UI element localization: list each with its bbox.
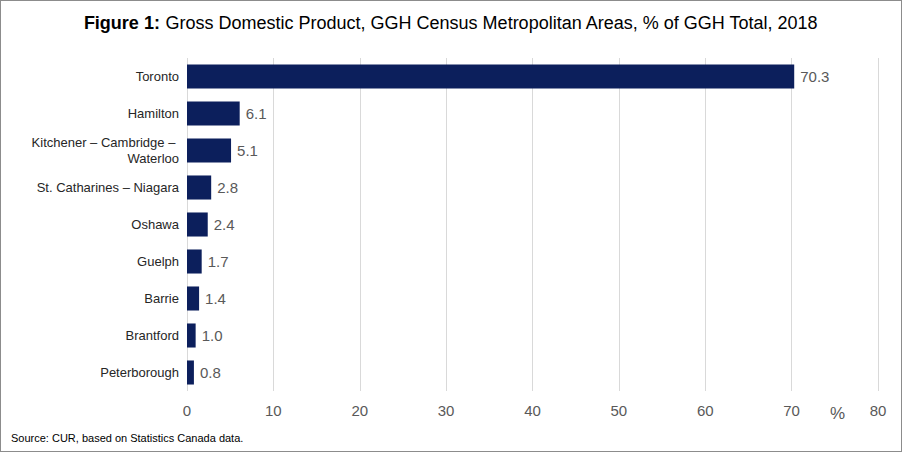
svg-text:Oshawa: Oshawa — [131, 217, 179, 232]
svg-text:Source: CUR, based on Statisti: Source: CUR, based on Statistics Canada … — [11, 432, 243, 444]
svg-text:0.8: 0.8 — [200, 364, 221, 381]
svg-text:Hamilton: Hamilton — [128, 106, 179, 121]
svg-text:70: 70 — [783, 402, 800, 419]
svg-text:10: 10 — [265, 402, 282, 419]
svg-text:Gross Domestic Product, GGH Ce: Gross Domestic Product, GGH Census Metro… — [161, 13, 818, 33]
svg-text:6.1: 6.1 — [246, 105, 267, 122]
svg-text:2.8: 2.8 — [217, 179, 238, 196]
svg-text:80: 80 — [870, 402, 887, 419]
svg-text:Kitchener – Cambridge –: Kitchener – Cambridge – — [32, 135, 179, 150]
svg-text:Guelph: Guelph — [137, 254, 179, 269]
svg-text:%: % — [830, 404, 845, 423]
svg-text:1.0: 1.0 — [202, 327, 223, 344]
svg-text:40: 40 — [524, 402, 541, 419]
svg-text:50: 50 — [611, 402, 628, 419]
svg-text:5.1: 5.1 — [237, 142, 258, 159]
svg-text:St. Catharines – Niagara: St. Catharines – Niagara — [37, 180, 180, 195]
svg-text:70.3: 70.3 — [800, 68, 829, 85]
svg-text:20: 20 — [351, 402, 368, 419]
svg-text:Brantford: Brantford — [126, 328, 179, 343]
svg-text:1.7: 1.7 — [208, 253, 229, 270]
svg-text:Peterborough: Peterborough — [100, 365, 179, 380]
svg-text:0: 0 — [183, 402, 191, 419]
svg-text:Toronto: Toronto — [136, 69, 179, 84]
svg-text:Waterloo: Waterloo — [127, 151, 179, 166]
svg-text:30: 30 — [438, 402, 455, 419]
svg-text:2.4: 2.4 — [214, 216, 235, 233]
svg-text:1.4: 1.4 — [205, 290, 226, 307]
svg-text:Figure 1:: Figure 1: — [84, 13, 160, 33]
svg-text:60: 60 — [697, 402, 714, 419]
svg-text:Barrie: Barrie — [144, 291, 179, 306]
